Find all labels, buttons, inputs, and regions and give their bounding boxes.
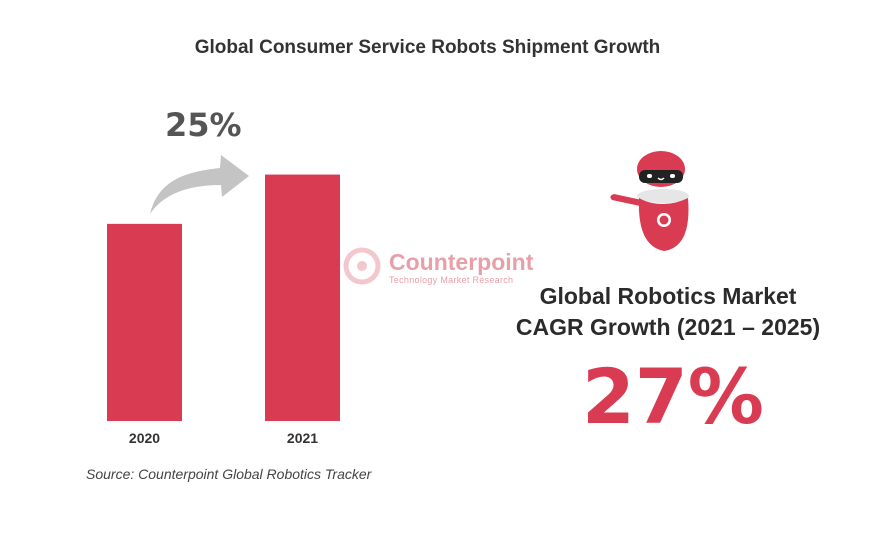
x-tick-label: 2020 — [129, 430, 160, 446]
growth-label: 25% — [165, 106, 242, 144]
bar-2020 — [107, 223, 182, 421]
curved-arrow-icon — [150, 155, 249, 214]
source-note: Source: Counterpoint Global Robotics Tra… — [86, 466, 372, 482]
bars-group — [107, 174, 340, 421]
cagr-title: Global Robotics Market CAGR Growth (2021… — [480, 281, 856, 343]
counterpoint-logo-icon — [343, 247, 381, 285]
x-tick-label: 2021 — [287, 430, 318, 446]
watermark-name: Counterpoint — [389, 249, 534, 275]
cagr-value: 27% — [582, 352, 764, 441]
x-tick-labels: 2020 2021 — [129, 430, 318, 446]
watermark-subtitle: Technology Market Research — [389, 275, 514, 285]
robot-icon — [610, 151, 689, 251]
bar-2021 — [265, 174, 340, 421]
cagr-title-line2: CAGR Growth (2021 – 2025) — [515, 314, 821, 340]
cagr-title-line1: Global Robotics Market — [539, 283, 797, 309]
chart-title: Global Consumer Service Robots Shipment … — [194, 37, 661, 58]
